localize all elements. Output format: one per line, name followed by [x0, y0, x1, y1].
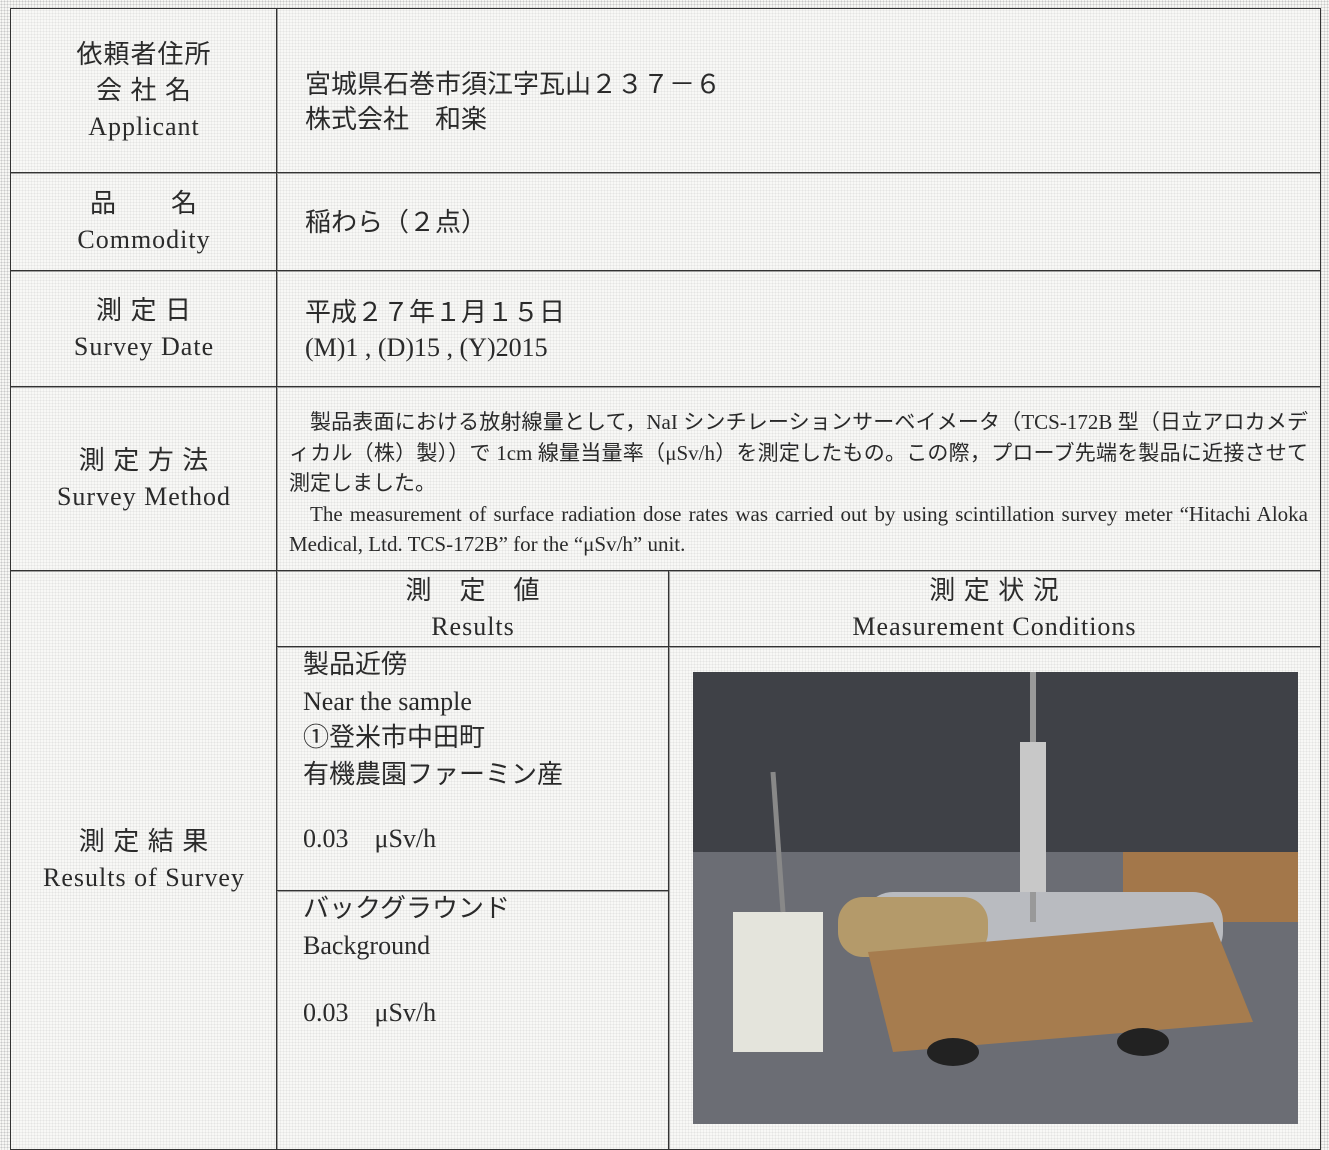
label: 測 定 結 果 [78, 827, 210, 856]
paragraph: The measurement of surface radiation dos… [289, 501, 1308, 557]
label: 測 定 日 [95, 296, 192, 325]
result-cell: バックグラウンド Background 0.03 μSv/h [276, 890, 670, 1150]
header: Measurement Conditions [852, 612, 1137, 641]
label-cell: 測 定 方 法 Survey Method [10, 386, 278, 572]
paragraph: 製品表面における放射線量として，NaI シンチレーションサーベイメータ（TCS-… [289, 410, 1308, 495]
line: Near the sample [303, 686, 472, 716]
header: Results [431, 612, 515, 641]
label: 品 名 [89, 189, 198, 218]
value: (M)1 , (D)15 , (Y)2015 [305, 333, 548, 362]
entry-text: 製品近傍 Near the sample ①登米市中田町 有機農園ファーミン産 [303, 647, 563, 793]
header-cell: 測 定 状 況 Measurement Conditions [668, 570, 1321, 648]
value-cell: 平成２７年１月１５日 (M)1 , (D)15 , (Y)2015 [276, 270, 1321, 388]
line: 有機農園ファーミン産 [303, 759, 564, 789]
result-cell: 製品近傍 Near the sample ①登米市中田町 有機農園ファーミン産 … [276, 646, 670, 892]
value-cell: 稲わら（２点） [276, 172, 1321, 272]
value: 稲わら（２点） [305, 208, 488, 237]
value: 平成２７年１月１５日 [305, 298, 566, 327]
photo-cell [668, 646, 1321, 1150]
line: ①登米市中田町 [303, 723, 486, 752]
label: Applicant [88, 112, 200, 141]
header-cell: 測 定 値 Results [276, 570, 670, 648]
line: バックグラウンド [303, 894, 510, 923]
label: 会 社 名 [95, 76, 192, 105]
value: 株式会社 和楽 [305, 105, 488, 134]
label-cell: 測 定 結 果 Results of Survey [10, 570, 278, 1150]
value-cell: 宮城県石巻市須江字瓦山２３７－６ 株式会社 和楽 [276, 8, 1321, 174]
measured-value: 0.03 μSv/h [303, 998, 437, 1027]
header: 測 定 値 [405, 576, 541, 605]
value: 宮城県石巻市須江字瓦山２３７－６ [305, 70, 722, 99]
label: 測 定 方 法 [78, 446, 210, 475]
photo [693, 672, 1298, 1124]
label: Results of Survey [43, 863, 245, 892]
measured-value: 0.03 μSv/h [303, 824, 437, 853]
label: Survey Method [56, 482, 232, 511]
line: Background [303, 930, 431, 960]
line: 製品近傍 [303, 650, 408, 679]
value-cell: 製品表面における放射線量として，NaI シンチレーションサーベイメータ（TCS-… [276, 386, 1321, 572]
label: 依頼者住所 [76, 40, 212, 69]
entry-text: バックグラウンド Background [303, 891, 510, 964]
label-cell: 依頼者住所 会 社 名 Applicant [10, 8, 278, 174]
label: Survey Date [73, 332, 215, 361]
label: Commodity [77, 225, 211, 254]
label-cell: 品 名 Commodity [10, 172, 278, 272]
label-cell: 測 定 日 Survey Date [10, 270, 278, 388]
header: 測 定 状 況 [929, 576, 1060, 605]
